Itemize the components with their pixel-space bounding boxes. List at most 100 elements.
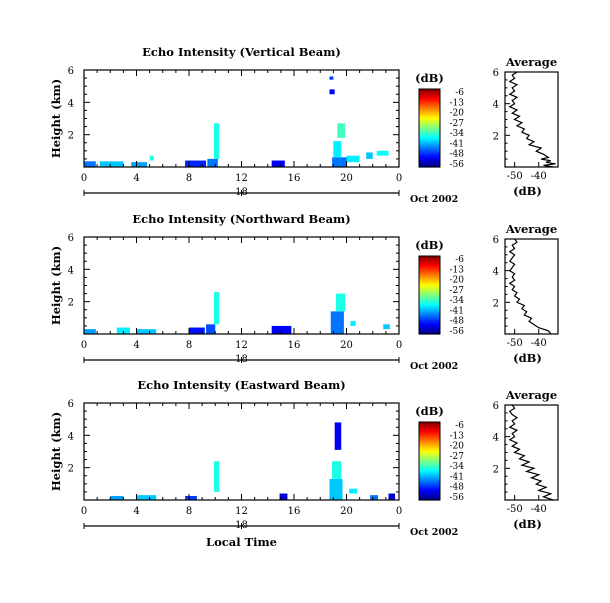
colorbar-segment xyxy=(419,133,440,137)
colorbar-segment xyxy=(419,476,440,480)
colorbar-segment xyxy=(419,332,440,335)
colorbar-segment xyxy=(419,443,440,446)
x-tick-label: 20 xyxy=(340,173,353,184)
colorbar-segment xyxy=(419,296,440,300)
echo-cell xyxy=(337,123,346,138)
colorbar-segment xyxy=(419,310,440,314)
average-y-tick-label: 2 xyxy=(493,298,499,309)
date-tick-label: 18 xyxy=(235,187,248,198)
colorbar-segment xyxy=(419,143,440,147)
echo-cell xyxy=(334,422,342,450)
average-x-tick-label: -40 xyxy=(531,504,547,515)
colorbar-tick-label: -41 xyxy=(450,306,465,316)
colorbar-tick-label: -41 xyxy=(450,139,465,149)
colorbar-segment xyxy=(419,295,440,298)
colorbar-segment xyxy=(419,302,440,306)
echo-cell xyxy=(388,493,396,500)
colorbar-segment xyxy=(419,289,440,292)
echo-cell xyxy=(185,495,197,500)
colorbar-segment xyxy=(419,90,440,94)
echo-cell xyxy=(370,495,378,500)
colorbar-segment xyxy=(419,492,440,495)
colorbar-segment xyxy=(419,314,440,318)
colorbar-segment xyxy=(419,135,440,139)
average-title: Average xyxy=(505,388,557,402)
colorbar-segment xyxy=(419,159,440,162)
x-tick-label: 8 xyxy=(186,340,192,351)
colorbar-segment xyxy=(419,279,440,282)
colorbar-segment xyxy=(419,322,440,325)
colorbar-segment xyxy=(419,124,440,127)
colorbar-segment xyxy=(419,98,440,102)
colorbar-segment xyxy=(419,110,440,113)
y-tick-label: 2 xyxy=(68,131,74,142)
date-label: Oct 2002 xyxy=(410,194,458,205)
panel-title: Echo Intensity (Vertical Beam) xyxy=(142,45,341,59)
x-tick-label: 16 xyxy=(288,173,301,184)
x-tick-label: 4 xyxy=(133,506,139,517)
colorbar-tick-label: -48 xyxy=(450,317,465,327)
echo-cell xyxy=(213,461,220,492)
x-tick-label: 12 xyxy=(235,340,248,351)
echo-cell xyxy=(185,160,207,167)
echo-cell xyxy=(189,327,205,334)
average-y-tick-label: 4 xyxy=(493,100,499,111)
colorbar-segment xyxy=(419,106,440,110)
colorbar-segment xyxy=(419,145,440,149)
colorbar-label: (dB) xyxy=(415,71,444,85)
colorbar-segment xyxy=(419,433,440,437)
echo-cell xyxy=(84,161,96,167)
colorbar-segment xyxy=(419,128,440,131)
x-tick-label: 4 xyxy=(133,340,139,351)
echo-cell xyxy=(206,324,216,334)
colorbar-segment xyxy=(419,112,440,115)
colorbar-segment xyxy=(419,267,440,271)
colorbar-segment xyxy=(419,96,440,100)
average-profile-line xyxy=(508,238,552,335)
average-title: Average xyxy=(505,55,557,69)
colorbar-tick-label: -34 xyxy=(450,296,465,306)
colorbar-segment xyxy=(419,468,440,472)
echo-cell xyxy=(329,89,335,95)
colorbar-segment xyxy=(419,273,440,277)
colorbar-segment xyxy=(419,108,440,112)
colorbar-segment xyxy=(419,298,440,302)
colorbar-segment xyxy=(419,122,440,125)
colorbar-tick-label: -6 xyxy=(455,421,464,431)
y-tick-label: 6 xyxy=(68,66,74,77)
colorbar-tick-label: -13 xyxy=(450,431,465,441)
echo-cell xyxy=(99,161,124,167)
colorbar-segment xyxy=(419,277,440,280)
y-tick-label: 4 xyxy=(68,265,74,276)
echo-cell xyxy=(110,495,124,500)
colorbar-segment xyxy=(419,165,440,168)
colorbar-segment xyxy=(419,427,440,431)
echo-cell xyxy=(136,329,157,334)
average-y-tick-label: 6 xyxy=(493,235,499,246)
colorbar-segment xyxy=(419,431,440,435)
average-x-label: (dB) xyxy=(513,517,542,531)
colorbar-tick-label: -41 xyxy=(450,472,465,482)
x-axis-label: Local Time xyxy=(206,535,277,549)
echo-cell xyxy=(131,162,147,167)
echo-cell xyxy=(366,152,373,159)
colorbar-segment xyxy=(419,316,440,319)
x-tick-label: 0 xyxy=(81,173,87,184)
colorbar-segment xyxy=(419,155,440,158)
echo-cell xyxy=(330,311,344,334)
average-y-tick-label: 2 xyxy=(493,131,499,142)
colorbar-segment xyxy=(419,271,440,275)
colorbar-segment xyxy=(419,451,440,454)
colorbar-segment xyxy=(419,480,440,484)
colorbar-segment xyxy=(419,429,440,433)
colorbar-tick-label: -27 xyxy=(450,286,465,296)
colorbar-label: (dB) xyxy=(415,404,444,418)
colorbar-segment xyxy=(419,482,440,485)
x-tick-label: 20 xyxy=(340,506,353,517)
colorbar-segment xyxy=(419,161,440,164)
panel-title: Echo Intensity (Northward Beam) xyxy=(132,212,350,226)
colorbar-tick-label: -27 xyxy=(450,452,465,462)
colorbar-segment xyxy=(419,437,440,441)
colorbar-tick-label: -13 xyxy=(450,98,465,108)
colorbar-segment xyxy=(419,281,440,284)
